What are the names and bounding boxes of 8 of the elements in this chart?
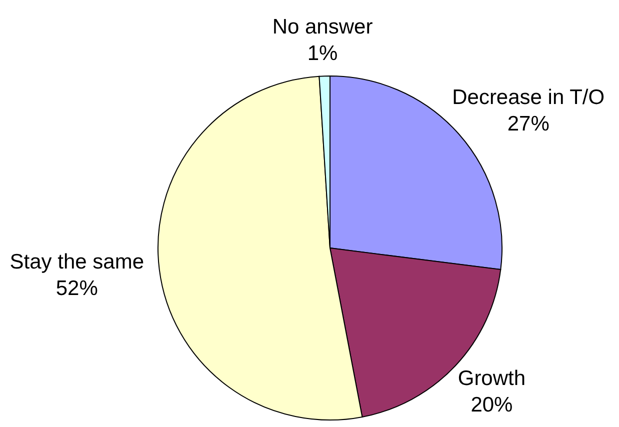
data-label: 20% xyxy=(470,394,513,417)
slice-label: No answer xyxy=(272,16,373,39)
slice-label: Decrease in T/O xyxy=(452,86,605,110)
data-label: 52% xyxy=(56,276,98,300)
data-label: 27% xyxy=(507,112,550,136)
slice-label: Growth xyxy=(458,367,526,390)
slice-label: Stay the same xyxy=(10,250,144,274)
data-label: 1% xyxy=(307,42,338,66)
